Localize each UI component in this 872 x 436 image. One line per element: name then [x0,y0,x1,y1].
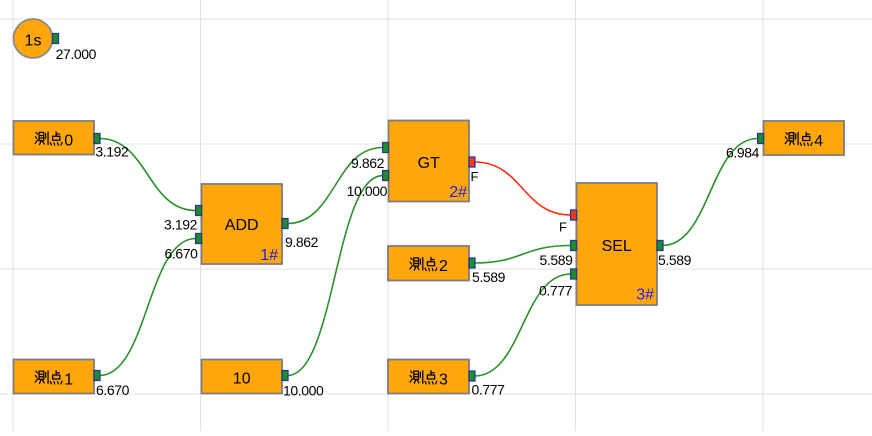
svg-text:6.984: 6.984 [726,145,760,161]
svg-text:4: 4 [814,133,823,150]
svg-text:6.670: 6.670 [96,382,130,398]
svg-text:3: 3 [439,371,448,388]
svg-text:27.000: 27.000 [56,46,97,62]
svg-text:5.589: 5.589 [658,252,692,268]
svg-text:5.589: 5.589 [472,269,506,285]
svg-text:0: 0 [64,133,73,150]
svg-text:1s: 1s [25,33,42,50]
svg-text:9.862: 9.862 [351,155,385,171]
svg-text:10.000: 10.000 [283,383,324,399]
svg-text:5.589: 5.589 [539,252,573,268]
svg-text:10.000: 10.000 [347,183,388,199]
svg-text:1: 1 [64,371,73,388]
svg-text:3.192: 3.192 [95,144,129,160]
svg-text:0.777: 0.777 [472,382,506,398]
svg-text:1#: 1# [260,247,278,264]
svg-text:3#: 3# [636,287,654,304]
svg-text:0.777: 0.777 [539,283,573,299]
svg-text:2#: 2# [449,184,467,201]
svg-text:GT: GT [418,155,440,172]
svg-text:10: 10 [233,370,251,387]
svg-text:F: F [471,169,479,184]
svg-text:ADD: ADD [225,217,259,234]
svg-text:SEL: SEL [602,238,632,255]
svg-text:2: 2 [439,258,448,275]
svg-text:F: F [559,220,567,235]
svg-text:6.670: 6.670 [164,246,198,262]
svg-text:3.192: 3.192 [164,217,198,233]
svg-text:9.862: 9.862 [285,234,319,250]
